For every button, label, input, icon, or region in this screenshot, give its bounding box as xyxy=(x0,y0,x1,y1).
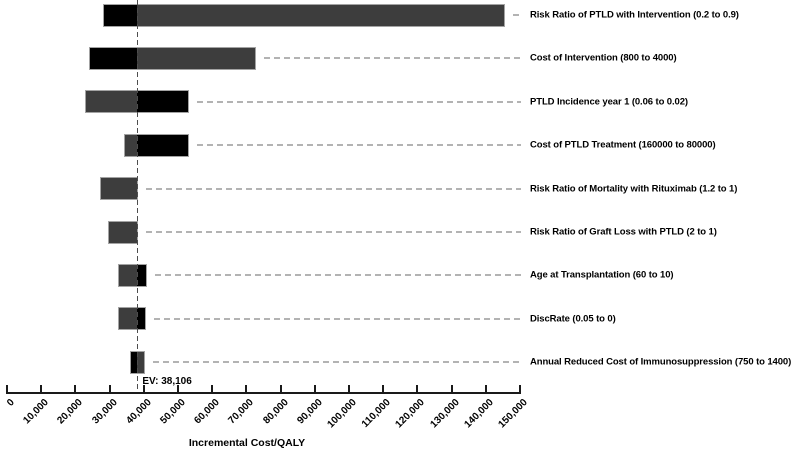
axis-tick xyxy=(416,385,419,394)
bar-segment-gray xyxy=(137,351,144,373)
x-axis-title: Incremental Cost/QALY xyxy=(188,437,306,449)
axis-tick xyxy=(6,385,8,394)
axis-tick xyxy=(279,385,282,394)
bar-segment-black xyxy=(131,351,138,373)
ev-line xyxy=(136,0,138,392)
bar-label: Risk Ratio of PTLD with Intervention (0.… xyxy=(530,9,739,21)
bar-segment-black xyxy=(90,47,138,69)
tornado-bar xyxy=(117,263,147,287)
bar-label: PTLD Incidence year 1 (0.06 to 0.02) xyxy=(530,96,688,108)
axis-tick xyxy=(142,385,145,394)
bar-segment-gray xyxy=(101,178,138,200)
bar-segment-gray xyxy=(118,308,138,330)
axis-tick xyxy=(348,385,350,394)
axis-tick xyxy=(382,385,385,394)
axis-tick xyxy=(40,385,43,394)
axis-tick xyxy=(74,385,77,394)
x-axis-line xyxy=(6,392,521,394)
bar-segment-gray xyxy=(137,47,255,69)
axis-tick xyxy=(484,385,487,394)
bar-segment-gray xyxy=(108,221,138,243)
tornado-bar xyxy=(117,307,147,331)
bar-label: Age at Transplantation (60 to 10) xyxy=(530,269,674,281)
leader-line xyxy=(152,361,521,364)
leader-line xyxy=(196,100,521,103)
leader-line xyxy=(196,144,521,147)
leader-line xyxy=(154,317,521,320)
axis-tick xyxy=(177,385,179,394)
bar-segment-gray xyxy=(118,264,138,286)
tornado-bar xyxy=(89,46,256,70)
tornado-bar xyxy=(123,133,189,157)
bar-segment-gray xyxy=(137,4,504,26)
axis-tick xyxy=(245,385,248,394)
tornado-bar xyxy=(100,177,139,201)
axis-tick xyxy=(313,385,316,394)
leader-line xyxy=(154,274,521,277)
bar-segment-black xyxy=(137,264,146,286)
bar-segment-black xyxy=(137,91,188,113)
bar-label: Cost of Intervention (800 to 4000) xyxy=(530,52,677,64)
leader-line xyxy=(146,231,521,233)
bar-segment-black xyxy=(137,308,146,330)
axis-tick xyxy=(108,385,111,394)
bar-segment-black xyxy=(104,4,138,26)
tornado-bar xyxy=(107,220,139,244)
leader-line xyxy=(263,57,521,60)
axis-tick xyxy=(211,385,214,394)
bar-label: Annual Reduced Cost of Immunosuppression… xyxy=(530,356,792,368)
ev-label: EV: 38,106 xyxy=(142,376,192,387)
bar-label: DiscRate (0.05 to 0) xyxy=(530,313,616,325)
bar-segment-gray xyxy=(124,134,138,156)
bar-label: Cost of PTLD Treatment (160000 to 80000) xyxy=(530,139,716,151)
leader-line xyxy=(512,14,521,16)
bar-label: Risk Ratio of Mortality with Rituximab (… xyxy=(530,183,738,195)
axis-tick xyxy=(519,385,521,394)
axis-tick xyxy=(450,385,453,394)
bar-label: Risk Ratio of Graft Loss with PTLD (2 to… xyxy=(530,226,717,238)
bar-segment-black xyxy=(137,134,188,156)
bar-segment-gray xyxy=(86,91,138,113)
tornado-bar xyxy=(103,3,505,27)
leader-line xyxy=(146,187,521,190)
